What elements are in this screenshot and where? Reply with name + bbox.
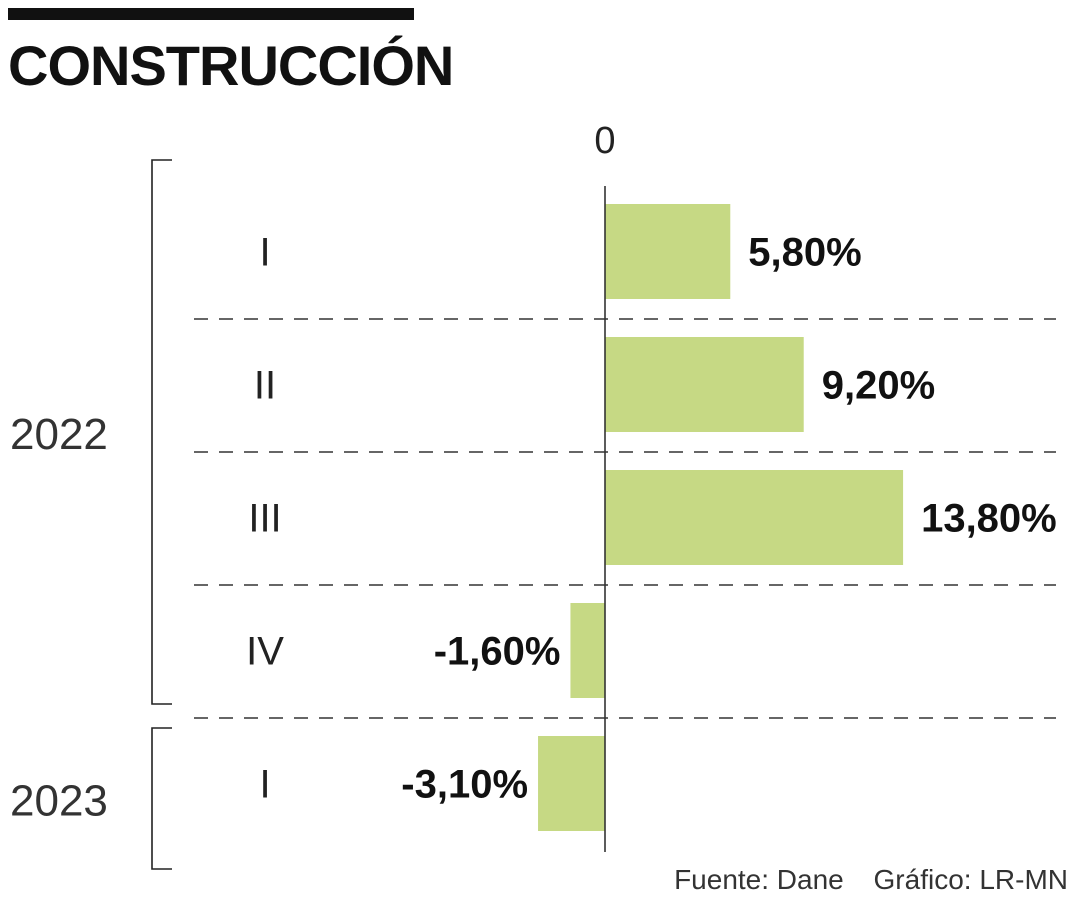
data-label: 5,80% xyxy=(748,231,861,275)
bar xyxy=(605,337,804,432)
quarter-label: I xyxy=(259,763,270,807)
zero-tick-label: 0 xyxy=(594,120,616,162)
quarter-label: IV xyxy=(246,630,284,674)
year-bracket xyxy=(151,159,172,705)
data-label: 13,80% xyxy=(921,497,1057,541)
data-label: -3,10% xyxy=(401,763,528,807)
bar xyxy=(570,603,605,698)
data-label: -1,60% xyxy=(434,630,561,674)
year-label: 2022 xyxy=(10,410,108,459)
quarter-label: I xyxy=(259,231,270,275)
footer: Fuente: Dane Gráfico: LR-MN xyxy=(674,864,1068,896)
bar xyxy=(538,736,605,831)
quarter-label: II xyxy=(254,364,276,408)
data-label: 9,20% xyxy=(822,364,935,408)
bar xyxy=(605,470,904,565)
quarter-label: III xyxy=(248,497,281,541)
credit-text: Gráfico: LR-MN xyxy=(873,864,1068,895)
year-bracket xyxy=(151,727,172,870)
chart-title: CONSTRUCCIÓN xyxy=(8,34,454,97)
bar xyxy=(605,204,731,299)
source-text: Fuente: Dane xyxy=(674,864,844,895)
year-label: 2023 xyxy=(10,777,108,826)
title-rule xyxy=(8,8,414,20)
